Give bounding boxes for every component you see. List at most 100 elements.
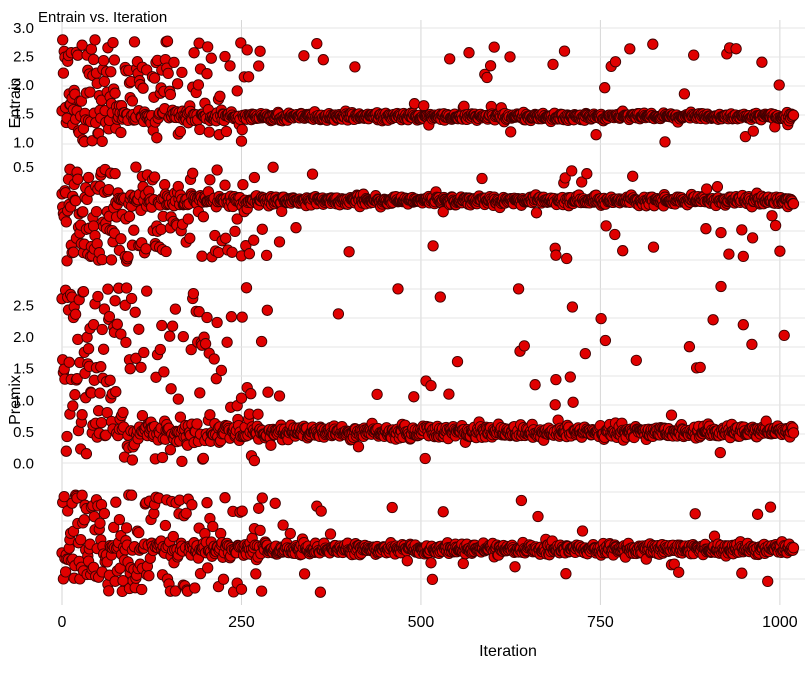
data-point — [164, 330, 176, 342]
data-point — [78, 514, 90, 526]
data-point — [324, 528, 337, 540]
data-point — [437, 506, 449, 518]
data-point — [665, 409, 678, 421]
data-point — [739, 130, 752, 143]
data-point — [72, 49, 84, 61]
data-point — [314, 586, 327, 598]
data-point — [61, 255, 73, 267]
data-point — [115, 126, 127, 139]
data-point — [89, 34, 101, 46]
data-point — [128, 224, 140, 236]
data-point — [566, 301, 579, 313]
data-point — [737, 250, 749, 263]
data-point — [256, 492, 268, 504]
data-point — [124, 363, 136, 375]
data-point — [186, 499, 198, 511]
data-point — [787, 109, 800, 121]
y-tick-label: 1.0 — [13, 134, 34, 151]
data-point — [509, 561, 521, 573]
data-point — [736, 567, 748, 579]
data-point — [265, 439, 277, 451]
data-point — [298, 50, 310, 62]
data-point — [166, 320, 179, 332]
data-point — [203, 126, 215, 138]
data-point — [75, 533, 87, 546]
data-point — [764, 501, 777, 513]
data-point — [69, 195, 82, 207]
data-point — [590, 129, 602, 141]
data-point — [317, 54, 329, 66]
data-point — [624, 43, 636, 55]
data-point — [94, 517, 106, 529]
data-point — [104, 374, 116, 386]
data-point — [256, 223, 268, 235]
data-point — [277, 519, 289, 531]
data-point — [76, 39, 88, 51]
data-point — [730, 43, 742, 55]
data-point — [63, 356, 75, 368]
data-point — [219, 492, 231, 504]
data-point — [219, 179, 231, 191]
data-point — [194, 387, 206, 399]
data-point — [158, 366, 170, 378]
data-point — [77, 285, 90, 298]
data-point — [647, 241, 660, 253]
data-point — [235, 37, 247, 49]
data-point — [84, 86, 96, 98]
data-point — [235, 583, 248, 595]
data-point — [418, 100, 430, 112]
data-point — [95, 361, 107, 373]
data-point — [97, 343, 110, 355]
data-point — [98, 507, 111, 520]
data-point — [215, 364, 228, 377]
data-point — [311, 37, 323, 50]
data-point — [155, 223, 167, 236]
data-point — [138, 346, 150, 359]
data-point — [236, 311, 248, 323]
data-point — [214, 90, 226, 102]
data-point — [427, 240, 439, 252]
data-point — [352, 441, 365, 453]
data-point — [736, 224, 748, 236]
data-point — [549, 399, 561, 411]
data-point — [488, 41, 500, 53]
data-point — [269, 497, 281, 509]
data-point — [201, 497, 213, 509]
data-point — [122, 251, 134, 263]
data-point — [187, 287, 200, 300]
data-point — [208, 353, 220, 365]
data-point — [787, 198, 800, 210]
data-point — [600, 220, 612, 232]
data-point — [766, 210, 778, 222]
data-point — [182, 213, 194, 225]
data-point — [560, 568, 572, 580]
data-point — [143, 570, 155, 582]
data-point — [141, 285, 153, 297]
data-point — [723, 248, 735, 260]
data-point — [689, 508, 701, 520]
data-point — [529, 379, 541, 391]
data-point — [67, 400, 79, 412]
data-point — [80, 448, 93, 460]
data-point — [82, 343, 95, 355]
data-point — [120, 336, 132, 349]
y-tick-label: 2.5 — [13, 297, 34, 314]
data-point — [133, 526, 145, 539]
data-point — [82, 171, 95, 184]
data-point — [231, 213, 243, 225]
data-point — [219, 50, 231, 63]
y-tick-label: 0.5 — [13, 159, 34, 176]
data-point — [236, 123, 248, 136]
data-point — [443, 388, 455, 400]
data-point — [701, 183, 713, 195]
data-point — [425, 557, 437, 569]
data-point — [60, 216, 72, 228]
data-point — [212, 246, 225, 259]
data-point — [128, 36, 141, 48]
data-point — [103, 310, 116, 323]
data-point — [401, 555, 413, 567]
data-point — [97, 54, 110, 67]
y-tick-label: 2.5 — [13, 49, 34, 66]
data-point — [419, 452, 431, 465]
data-point — [700, 223, 712, 235]
